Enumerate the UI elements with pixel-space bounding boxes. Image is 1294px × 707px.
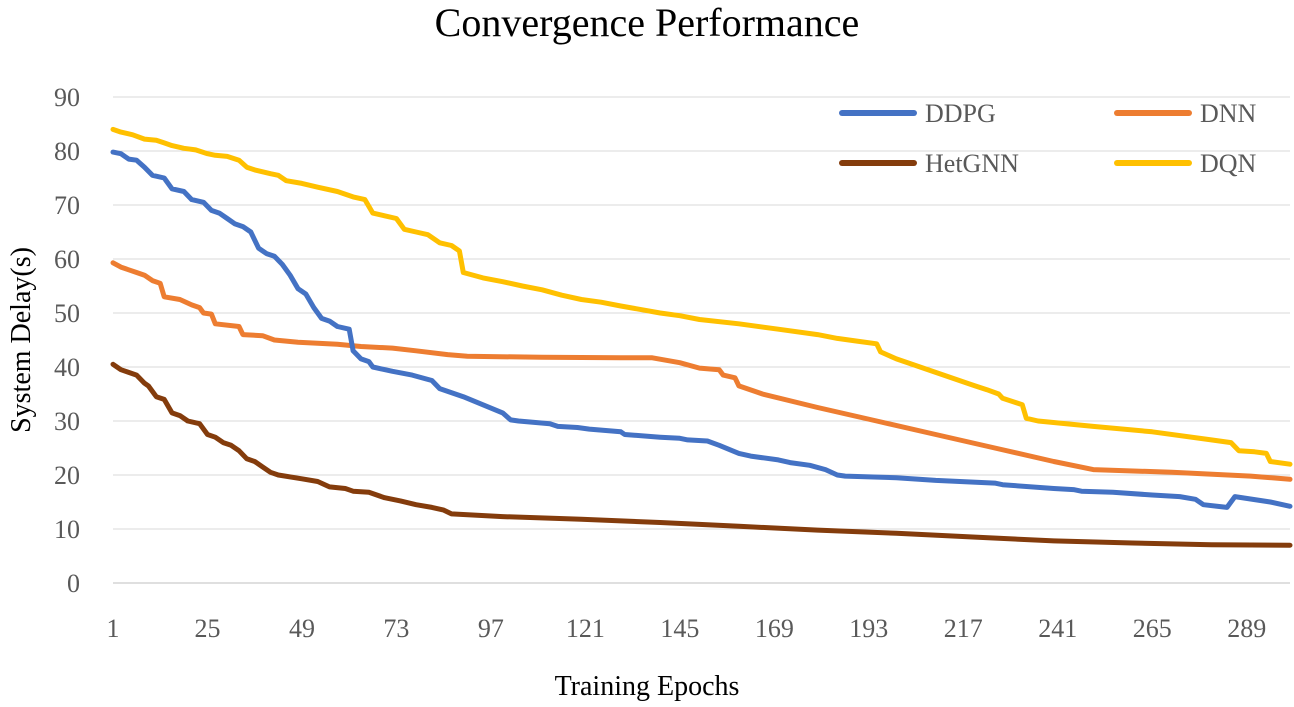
x-tick-label: 169 [755, 614, 794, 643]
x-tick-label: 217 [944, 614, 983, 643]
legend-label-dqn: DQN [1200, 149, 1257, 178]
y-tick-label: 70 [54, 191, 80, 220]
x-tick-label: 289 [1227, 614, 1266, 643]
y-tick-label: 30 [54, 407, 80, 436]
x-tick-label: 193 [849, 614, 888, 643]
y-tick-label: 40 [54, 353, 80, 382]
x-axis-title: Training Epochs [555, 671, 740, 702]
x-tick-label: 97 [478, 614, 504, 643]
x-tick-label: 49 [289, 614, 315, 643]
legend-label-dnn: DNN [1200, 99, 1257, 128]
legend-label-hetgnn: HetGNN [925, 149, 1019, 178]
x-tick-label: 121 [566, 614, 605, 643]
series-line-dqn [110, 126, 1293, 467]
legend: DDPG DNN HetGNN DQN [839, 99, 1257, 178]
series-line-ddpg [110, 149, 1293, 510]
y-tick-label: 60 [54, 245, 80, 274]
x-tick-label: 265 [1133, 614, 1172, 643]
series-line-hetgnn [110, 361, 1293, 548]
y-tick-label: 20 [54, 461, 80, 490]
y-tick-label: 90 [54, 83, 80, 112]
x-tick-label: 241 [1038, 614, 1077, 643]
x-tick-label: 145 [660, 614, 699, 643]
x-tick-label: 1 [107, 614, 120, 643]
chart-title: Convergence Performance [435, 0, 860, 45]
legend-label-ddpg: DDPG [925, 99, 996, 128]
y-tick-label: 80 [54, 137, 80, 166]
y-tick-label: 10 [54, 515, 80, 544]
x-tick-label: 73 [383, 614, 409, 643]
x-tick-label: 25 [194, 614, 220, 643]
y-axis-title: System Delay(s) [6, 247, 37, 433]
y-axis-tick-labels: 0 10 20 30 40 50 60 70 80 90 [54, 83, 80, 598]
y-tick-label: 50 [54, 299, 80, 328]
x-axis-tick-labels: 1 25 49 73 97 121 145 169 193 217 241 265 289 [107, 614, 1267, 643]
series-lines [110, 126, 1293, 548]
y-tick-label: 0 [67, 569, 80, 598]
series-line-dnn [110, 260, 1293, 482]
